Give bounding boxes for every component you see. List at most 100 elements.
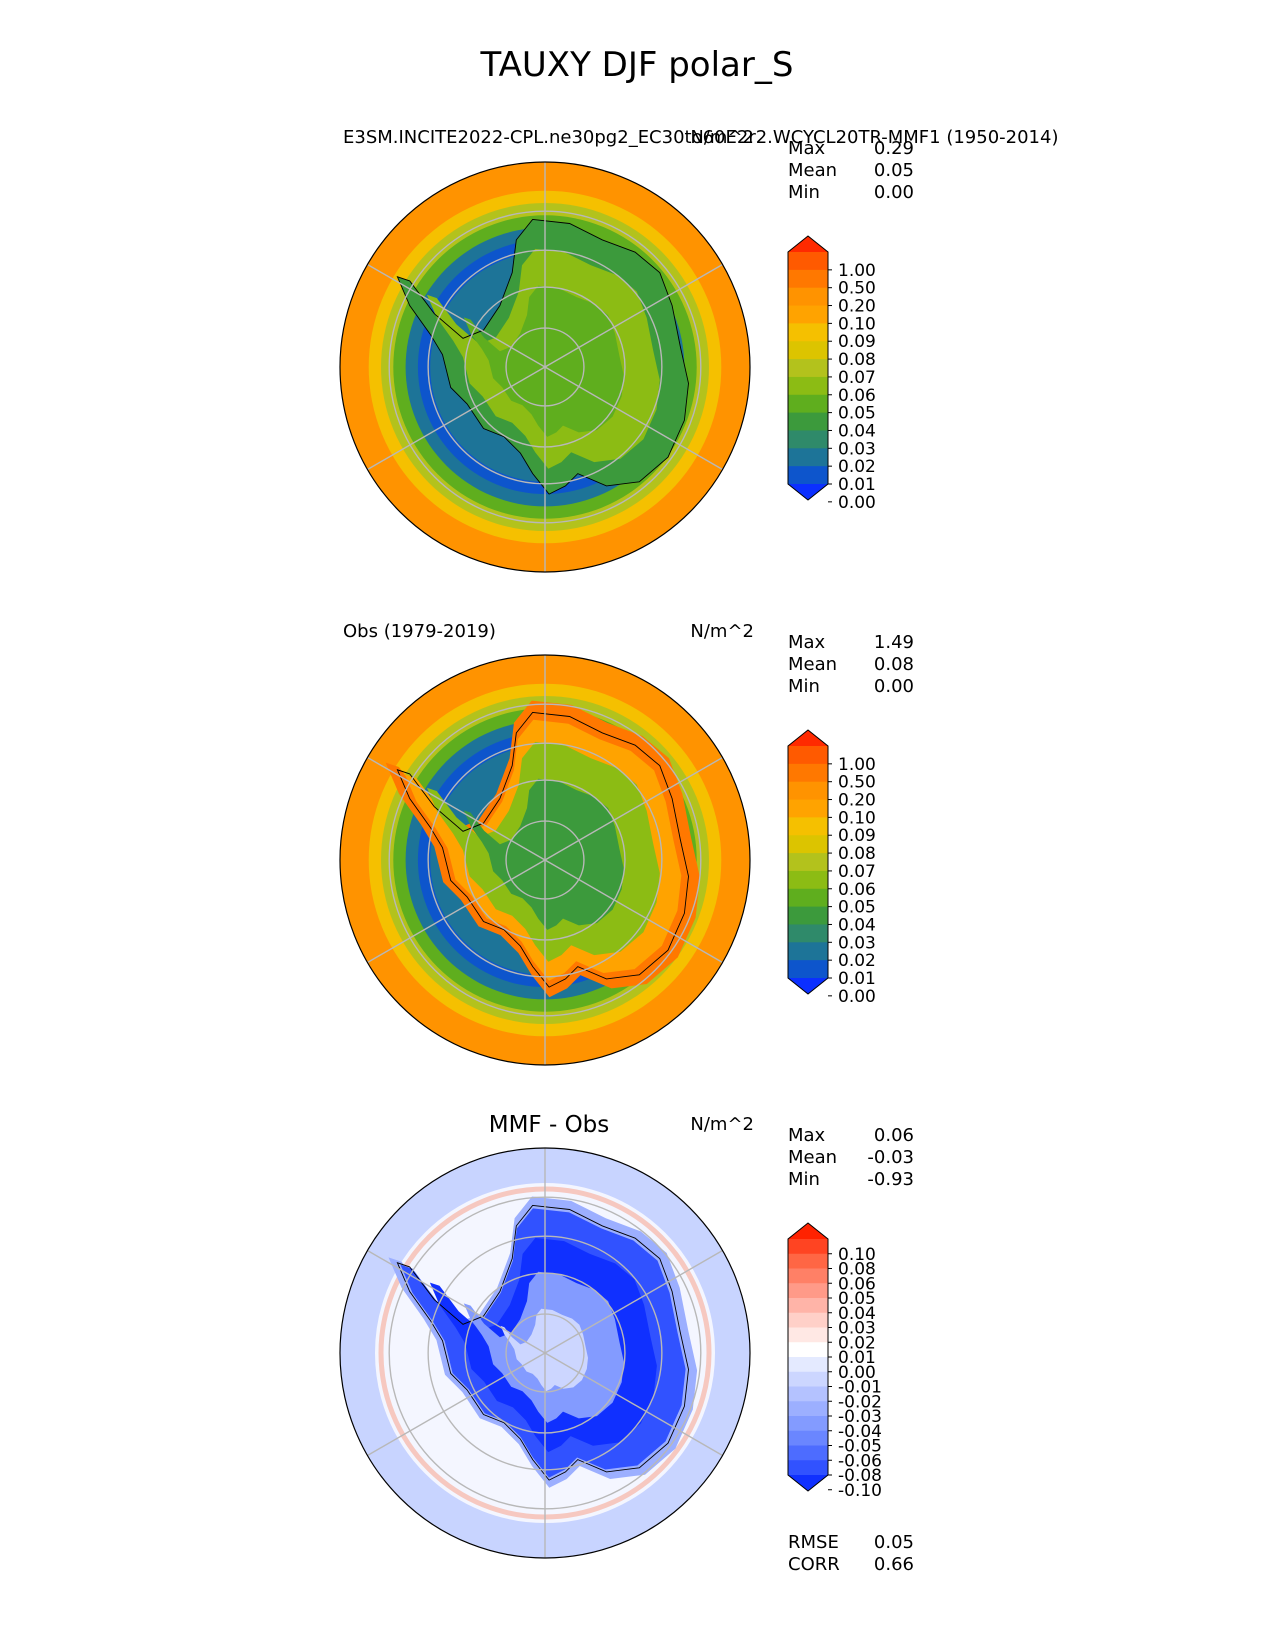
extra-stat-label: RMSE — [788, 1532, 839, 1553]
colorbar-tick-label: 0.05 — [838, 898, 876, 918]
colorbar-segment — [788, 1283, 828, 1299]
colorbar-segment — [788, 1460, 828, 1476]
colorbar-tick-label: 0.03 — [838, 1319, 876, 1339]
colorbar-segment — [788, 287, 828, 307]
colorbar-tick-label: 0.07 — [838, 368, 876, 388]
colorbar-tick-label: 0.10 — [838, 314, 876, 334]
land-shading — [463, 285, 624, 437]
panel-left-title: Obs (1979-2019) — [343, 621, 496, 642]
colorbar-tick-label: 0.00 — [838, 1363, 876, 1383]
meridian-line — [367, 263, 546, 368]
colorbar-tick-label: -0.10 — [838, 1481, 882, 1501]
colorbar-segment — [788, 960, 828, 979]
stat-value: 0.00 — [874, 182, 914, 203]
colorbar-segment — [788, 1416, 828, 1432]
meridian-line — [544, 859, 723, 964]
map-field — [340, 1148, 750, 1558]
colorbar-extend-min — [788, 978, 828, 994]
stat-value: 1.49 — [874, 632, 914, 653]
figure-title: TAUXY DJF polar_S — [480, 45, 794, 85]
colorbar-segment — [788, 763, 828, 783]
colorbar-tick-label: 0.03 — [838, 439, 876, 459]
colorbar: 1.000.500.200.100.090.080.070.060.050.04… — [787, 235, 876, 513]
colorbar-tick-label: -0.06 — [838, 1451, 882, 1471]
colorbar: 1.000.500.200.100.090.080.070.060.050.04… — [787, 729, 876, 1007]
colorbar-segment — [788, 906, 828, 926]
colorbar-segment — [788, 1312, 828, 1329]
colorbar-tick-label: 0.04 — [838, 1304, 876, 1324]
colorbar-segment — [788, 888, 828, 908]
stat-label: Max — [788, 632, 826, 653]
colorbar-segment — [788, 746, 828, 765]
colorbar-tick-label: 0.08 — [838, 844, 876, 864]
colorbar: 0.100.080.060.050.040.030.020.010.00-0.0… — [787, 1222, 882, 1501]
colorbar-segment — [788, 448, 828, 467]
colorbar-tick-label: 1.00 — [838, 755, 876, 775]
colorbar-tick-label: -0.08 — [838, 1466, 882, 1486]
colorbar-segment — [788, 1327, 828, 1343]
colorbar-segment — [788, 817, 828, 836]
meridian-line — [544, 1249, 723, 1354]
colorbar-tick-label: 0.00 — [838, 987, 876, 1007]
colorbar-segment — [788, 1401, 828, 1417]
stat-label: Min — [788, 1169, 820, 1190]
colorbar-segment — [788, 924, 828, 943]
colorbar-tick-label: 0.20 — [838, 297, 876, 317]
colorbar-tick-label: 0.04 — [838, 421, 876, 441]
meridian-line — [367, 859, 546, 964]
panel-left-title: E3SM.INCITE2022-CPL.ne30pg2_EC30to60E2r2… — [343, 127, 1058, 148]
land-shading — [463, 778, 624, 930]
colorbar-segment — [788, 1239, 828, 1255]
colorbar-segment — [788, 359, 828, 378]
colorbar-tick-label: 0.05 — [838, 1289, 876, 1309]
stat-label: Max — [788, 1125, 826, 1146]
meridian-line — [544, 263, 723, 368]
stat-value: 0.00 — [874, 676, 914, 697]
colorbar-tick-label: 0.07 — [838, 862, 876, 882]
colorbar-segment — [788, 323, 828, 342]
map-field — [340, 655, 750, 1065]
colorbar-tick-label: -0.03 — [838, 1407, 882, 1427]
coastline — [396, 1204, 689, 1481]
meridian-line — [544, 366, 723, 471]
colorbar-segment — [788, 781, 828, 801]
colorbar-tick-label: 0.06 — [838, 880, 876, 900]
colorbar-segment — [788, 466, 828, 485]
colorbar-segment — [788, 252, 828, 271]
stat-label: Mean — [788, 160, 837, 181]
colorbar-extend-min — [788, 1475, 828, 1491]
colorbar-tick-label: -0.01 — [838, 1378, 882, 1398]
colorbar-segment — [788, 1430, 828, 1447]
colorbar-segment — [788, 1371, 828, 1388]
stat-label: Min — [788, 676, 820, 697]
colorbar-tick-label: 0.02 — [838, 457, 876, 477]
colorbar-extend-min — [788, 484, 828, 500]
meridian-line — [367, 1249, 546, 1354]
colorbar-segment — [788, 1342, 828, 1358]
map-field — [340, 162, 750, 572]
colorbar-tick-label: 0.10 — [838, 1245, 876, 1265]
colorbar-tick-label: 0.10 — [838, 808, 876, 828]
colorbar-segment — [788, 1445, 828, 1461]
colorbar-segment — [788, 412, 828, 432]
colorbar-tick-label: 0.08 — [838, 350, 876, 370]
colorbar-tick-label: 0.01 — [838, 475, 876, 495]
map-panel-2: Obs (1979-2019) N/m^2 Max 1.49 Mean 0.08 Min 0.… — [339, 621, 914, 1066]
colorbar-segment — [788, 394, 828, 414]
colorbar-segment — [788, 1253, 828, 1270]
colorbar-tick-label: 0.03 — [838, 933, 876, 953]
map-panel-1: E3SM.INCITE2022-CPL.ne30pg2_EC30to60E2r2… — [339, 127, 1058, 573]
colorbar-tick-label: 0.09 — [838, 826, 876, 846]
stat-value: -0.93 — [867, 1169, 914, 1190]
map-border — [339, 1147, 751, 1559]
stat-label: Min — [788, 182, 820, 203]
colorbar-segment — [788, 799, 828, 818]
colorbar-segment — [788, 430, 828, 449]
colorbar-tick-label: -0.05 — [838, 1437, 882, 1457]
colorbar-segment — [788, 1357, 828, 1373]
colorbar-segment — [788, 853, 828, 872]
colorbar-segment — [788, 341, 828, 360]
panel-units: N/m^2 — [690, 621, 754, 642]
